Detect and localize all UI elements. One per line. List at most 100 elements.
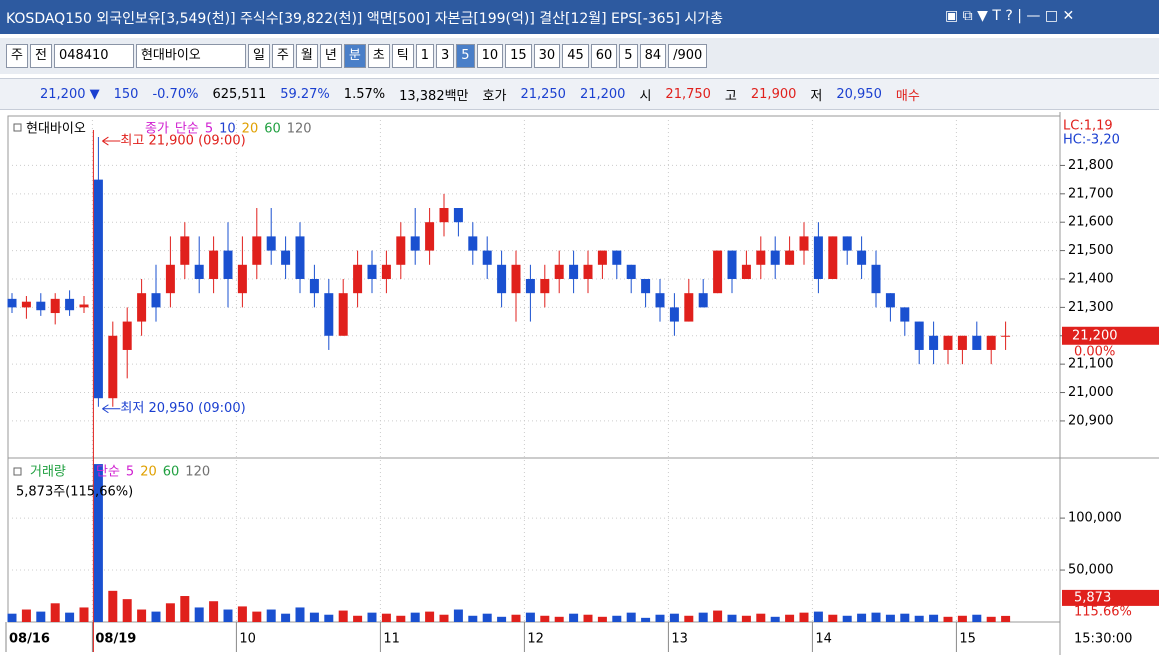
title-bar: KOSDAQ150 외국인보유[3,549(천)] 주식수[39,822(천)]… [0,0,1159,34]
candle-body [295,236,305,279]
volume-bar [252,611,262,622]
candle-body [50,298,60,314]
change-label: 0.00% [1074,344,1115,359]
toolbar-button[interactable]: 5 [456,44,475,68]
indicator-label: 5 [205,122,213,137]
candle-body [842,236,852,251]
x-tick-label: 08/19 [95,632,136,647]
volume-bar [713,610,723,622]
volume-bar [684,615,694,622]
volume-bar [741,615,751,622]
indicator-label: 단순 [175,122,199,137]
volume-bar [900,613,910,622]
volume-bar [612,615,622,622]
candle-body [857,250,867,265]
volume-bar [669,613,679,622]
volume-bar [281,613,291,622]
volume-bar [885,614,895,622]
toolbar-button[interactable]: 3 [436,44,455,68]
volume-bar [583,614,593,622]
title-text: KOSDAQ150 외국인보유[3,549(천)] 주식수[39,822(천)]… [6,11,724,27]
volume-bar [857,613,867,622]
candle-body [252,236,262,265]
toolbar-button[interactable]: 84 [639,44,667,68]
indicator-label: 20 [242,122,259,137]
volume-bar [21,609,31,622]
volume-bar [338,610,348,622]
volume-bar [194,607,204,622]
candle-body [194,264,204,279]
candle-body [309,278,319,294]
volume-bar [453,609,463,622]
icons[interactable]: ▣ ⧉ ▼ T ? | — □ ✕ [945,8,1075,24]
last-volume: 5,873 [1074,590,1111,605]
toolbar-button[interactable]: 10 [476,44,504,68]
candle-body [569,264,579,279]
candle-body [957,335,967,350]
y-tick-label: 21,400 [1068,271,1114,286]
high-label: 최고 21,900 (09:00) [120,134,245,149]
volume-bar [641,617,651,622]
toolbar-button[interactable]: 15 [505,44,532,68]
toolbar-button[interactable]: 1 [415,44,434,68]
toolbar-button[interactable]: 주 [271,44,294,68]
candle-body [21,301,31,308]
volume-bar [597,616,607,622]
toolbar-button[interactable]: 틱 [391,44,414,68]
candle-body [36,301,46,311]
toolbar-button[interactable]: 45 [562,44,589,68]
candle-body [65,298,75,311]
toolbar-button[interactable]: 60 [590,44,618,68]
toolbar-button[interactable]: 전 [29,44,52,68]
toolbar-button[interactable]: 월 [295,44,318,68]
indicator-label: 종가 [145,122,169,137]
toolbar-button[interactable]: 048410 [53,44,134,68]
right-label: LC:1,19 [1063,119,1113,134]
candle-body [237,264,247,294]
candle-body [698,293,708,308]
info-item: 저 [810,88,823,104]
volume-bar [396,615,406,622]
candle-body [209,250,219,279]
volume-bar [7,613,17,622]
candle-body [281,250,291,265]
indicator-label: 20 [140,465,157,480]
info-item: 150 [113,86,139,102]
candle-body [137,293,147,322]
candle-body [727,250,737,279]
volume-bar [439,614,449,622]
toolbar-button[interactable]: 일 [247,44,270,68]
candle-body [525,278,535,294]
chart-name: 현대바이오 [26,122,86,137]
toolbar-button[interactable]: 현대바이오 [135,44,246,68]
candle-body [669,307,679,322]
toolbar-button[interactable]: /900 [668,44,708,68]
volume-ratio: 115.66% [1074,604,1132,619]
volume-bar [698,612,708,622]
candle-body [396,236,406,265]
candle-body [871,264,881,294]
toolbar-button[interactable]: 초 [367,44,390,68]
info-item: 20,950 [836,86,882,102]
last-price-box [1062,326,1159,345]
toolbar-button[interactable]: 년 [319,44,342,68]
volume-bar [65,612,75,622]
toolbar-button[interactable]: 주 [6,44,28,68]
indicator-label: 120 [287,122,312,137]
y-tick-label: 21,500 [1068,243,1114,258]
volume-bar [381,613,391,622]
volume-bar [353,615,363,622]
volume-bar [554,616,564,622]
volume-bar [410,612,420,622]
toolbar-button[interactable]: 5 [619,44,638,68]
volume-bar [943,616,953,622]
toolbar-button[interactable]: 분 [343,44,366,68]
candle-body [381,264,391,279]
toolbar: 주 전 048410 현대바이오 일 주 월 년 분 초 틱 1 3 5 10 15 30 45 60 5 84/900 [0,38,1159,74]
legend-box [13,467,22,476]
toolbar-button[interactable]: 30 [533,44,561,68]
volume-bar [756,613,766,622]
y-tick-label: 21,300 [1068,300,1114,315]
volume-bar [468,615,478,622]
candle-body [425,222,435,251]
